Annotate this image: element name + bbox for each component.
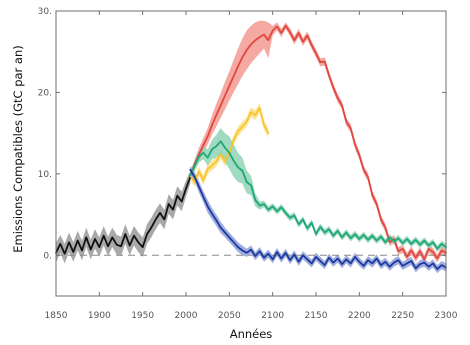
x-tick-labels: 1850 1900 1950 2000 2050 2100 2150 2200 2250 2300 — [45, 311, 458, 321]
series-5-band — [190, 165, 446, 274]
series-1-band — [56, 170, 191, 264]
x-tick-label: 2050 — [218, 311, 241, 321]
x-tick-label: 2150 — [305, 311, 328, 321]
x-axis-title: Années — [230, 327, 273, 341]
y-tick-label: 30. — [38, 7, 52, 17]
x-tick-label: 2250 — [391, 311, 414, 321]
x-tick-label: 2000 — [175, 311, 198, 321]
y-tick-labels: 0. 10. 20. 30. — [38, 7, 52, 261]
x-tick-label: 1900 — [88, 311, 111, 321]
series-lines — [55, 24, 447, 271]
series-2-line — [189, 24, 447, 261]
x-tick-label: 2100 — [261, 311, 284, 321]
axis-ticks — [55, 10, 447, 296]
x-tick-label: 2300 — [435, 311, 458, 321]
series-4-band — [190, 128, 446, 252]
x-tick-label: 2200 — [348, 311, 371, 321]
series-3-band — [190, 103, 269, 187]
x-tick-label: 1850 — [45, 311, 68, 321]
plot-frame — [55, 10, 447, 297]
series-1-line — [55, 176, 192, 255]
series-4-line — [189, 140, 447, 250]
uncertainty-bands — [56, 20, 446, 274]
y-axis-title: Emissions Compatibles (GtC par an) — [11, 45, 25, 253]
y-tick-label: 20. — [38, 88, 52, 98]
x-tick-label: 1950 — [131, 311, 154, 321]
series-5-line — [189, 168, 447, 271]
y-tick-label: 0. — [43, 251, 52, 261]
y-tick-label: 10. — [38, 170, 52, 180]
